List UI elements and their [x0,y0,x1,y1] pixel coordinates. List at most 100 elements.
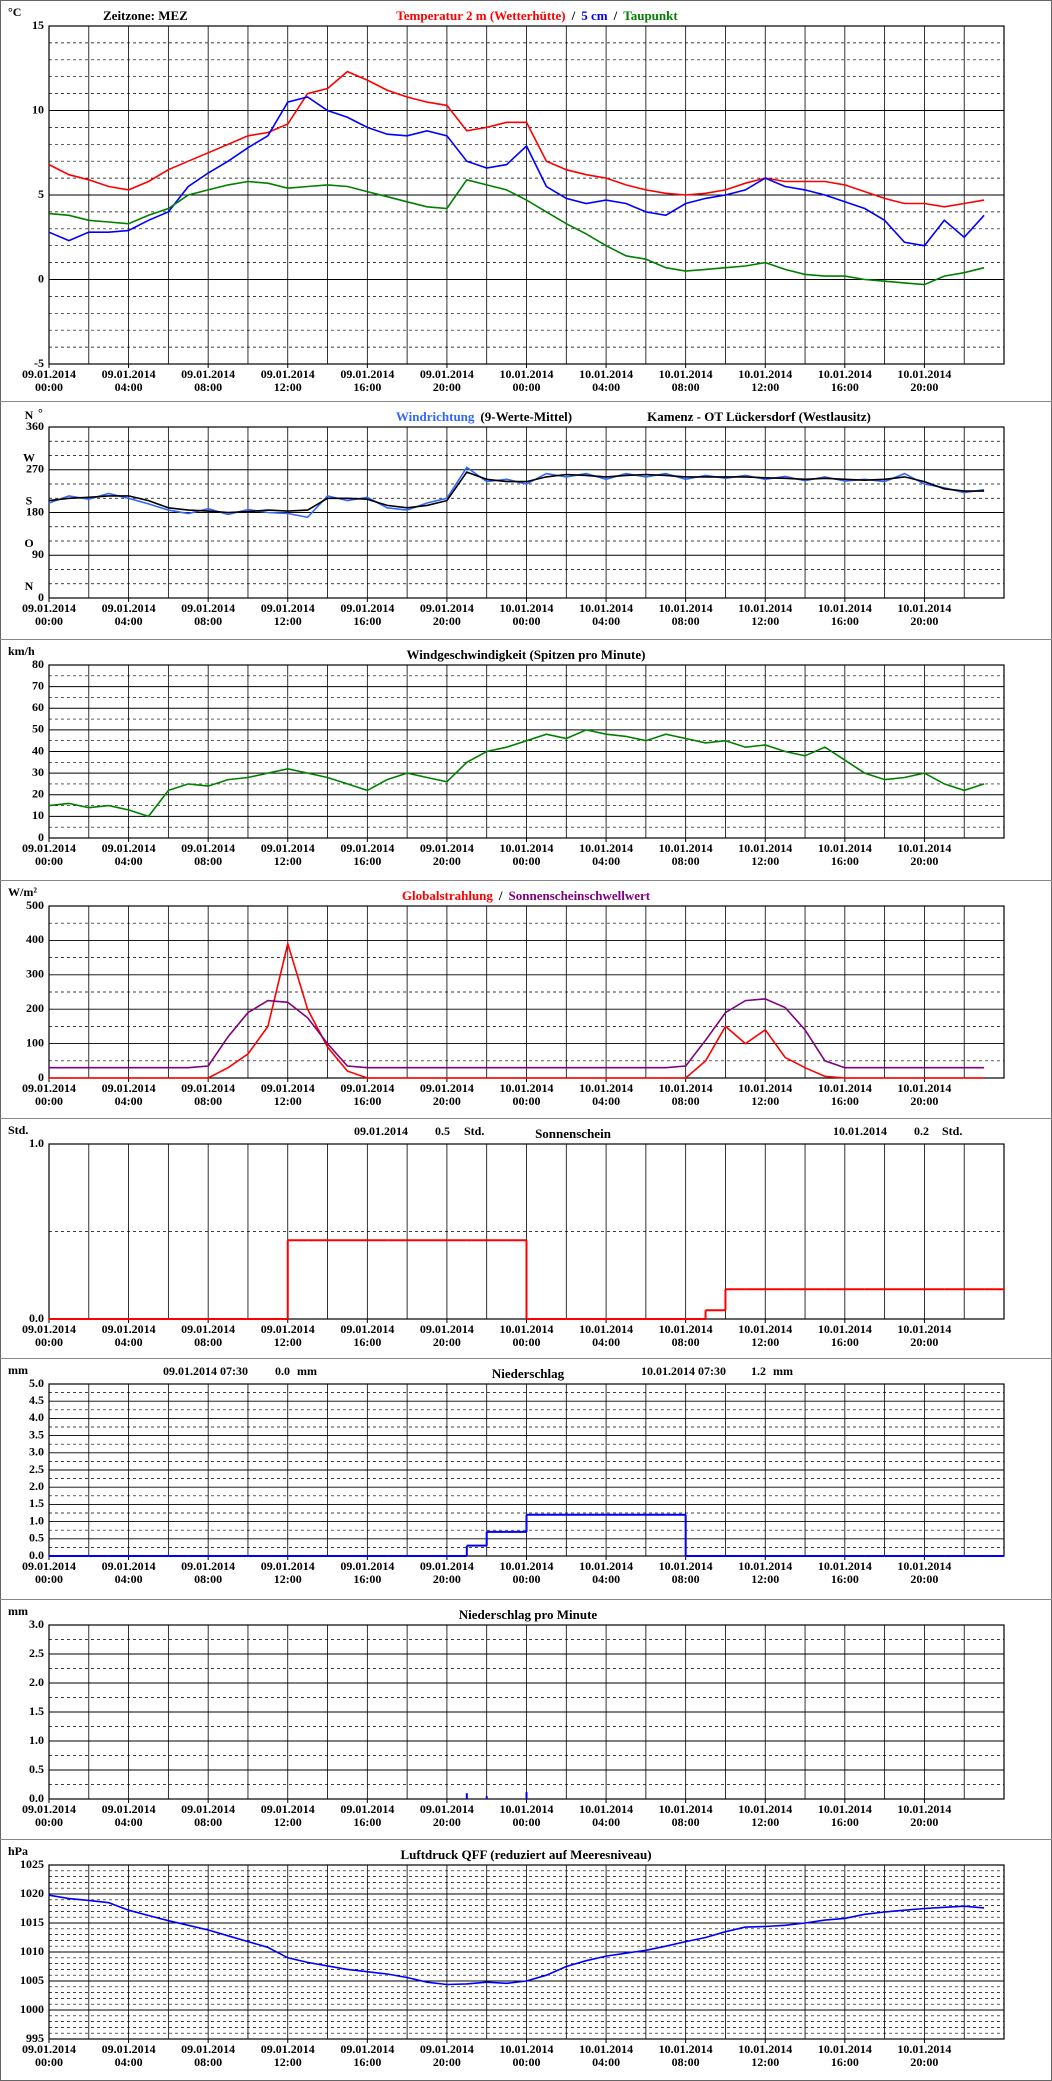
x-tick-date: 10.01.2014 [897,601,951,615]
x-tick-date: 10.01.2014 [500,1802,554,1816]
series-line [48,1894,985,1986]
y-tick-label: 0 [38,1070,44,1084]
x-tick-date: 09.01.2014 [181,1559,235,1573]
x-tick-date: 10.01.2014 [579,367,633,381]
daily-total-value: 1.2 [751,1364,766,1378]
x-tick-time: 16:00 [353,854,381,868]
bar [525,1792,528,1799]
x-tick-date: 10.01.2014 [579,601,633,615]
y-tick-label: 0.0 [29,1791,44,1805]
series-line [48,96,985,247]
x-tick-time: 12:00 [751,2055,779,2069]
y-tick-label: 5 [38,187,44,201]
x-tick-time: 20:00 [433,1572,461,1586]
x-tick-time: 12:00 [751,614,779,628]
daily-total-date: 09.01.2014 [354,1124,408,1138]
x-tick-date: 10.01.2014 [659,1322,713,1336]
x-tick-time: 00:00 [35,380,63,394]
x-tick-date: 09.01.2014 [181,601,235,615]
x-tick-time: 00:00 [35,1335,63,1349]
series-line [49,940,985,1079]
x-tick-date: 09.01.2014 [181,367,235,381]
x-tick-time: 16:00 [353,1094,381,1108]
x-tick-date: 09.01.2014 [420,841,474,855]
compass-label: S [26,493,33,507]
x-tick-time: 12:00 [751,1335,779,1349]
x-tick-date: 09.01.2014 [420,1802,474,1816]
y-tick-label: 500 [26,898,44,912]
y-tick-label: 5.0 [29,1376,44,1390]
compass-label: W [23,451,35,465]
plot-frame [48,1864,1005,2040]
x-tick-date: 09.01.2014 [22,1559,76,1573]
y-tick-label: 2.5 [29,1462,44,1476]
x-tick-date: 10.01.2014 [738,601,792,615]
x-tick-date: 10.01.2014 [738,841,792,855]
x-tick-date: 09.01.2014 [340,841,394,855]
x-tick-date: 10.01.2014 [500,601,554,615]
x-tick-date: 09.01.2014 [420,1559,474,1573]
x-tick-time: 00:00 [513,1572,541,1586]
y-tick-label: 0.5 [29,1531,44,1545]
y-tick-label: 4.0 [29,1410,44,1424]
x-tick-time: 20:00 [910,1094,938,1108]
x-tick-date: 10.01.2014 [818,601,872,615]
x-tick-date: 10.01.2014 [500,367,554,381]
x-tick-date: 10.01.2014 [659,1802,713,1816]
x-tick-time: 20:00 [433,1335,461,1349]
daily-total-value: 0.0 [275,1364,290,1378]
x-tick-time: 08:00 [672,1572,700,1586]
x-tick-time: 12:00 [751,854,779,868]
x-tick-time: 20:00 [433,854,461,868]
x-tick-date: 09.01.2014 [340,367,394,381]
y-tick-label: 0 [38,830,44,844]
x-tick-time: 08:00 [194,614,222,628]
x-tick-time: 04:00 [115,1815,143,1829]
annotation: Zeitzone: MEZ [103,8,188,23]
y-tick-label: 40 [32,743,44,757]
x-tick-time: 16:00 [353,1335,381,1349]
chart-title: Sonnenschein [535,1126,612,1141]
y-axis-unit: ° [38,406,43,420]
y-tick-label: 90 [32,547,44,561]
y-tick-label: 4.5 [29,1393,44,1407]
x-tick-time: 12:00 [274,614,302,628]
x-tick-time: 16:00 [353,380,381,394]
x-tick-time: 16:00 [353,614,381,628]
x-tick-date: 09.01.2014 [22,1322,76,1336]
x-tick-date: 09.01.2014 [102,1559,156,1573]
y-axis-unit: °C [8,5,21,19]
x-tick-time: 00:00 [513,1815,541,1829]
x-tick-date: 10.01.2014 [579,1322,633,1336]
plot-frame [48,25,1005,365]
x-tick-date: 09.01.2014 [181,1081,235,1095]
x-tick-date: 09.01.2014 [340,1802,394,1816]
daily-total-date: 10.01.2014 [833,1124,887,1138]
y-tick-label: 1.0 [29,1733,44,1747]
y-tick-label: 100 [26,1035,44,1049]
x-tick-time: 00:00 [35,2055,63,2069]
x-tick-time: 12:00 [751,1572,779,1586]
x-tick-time: 16:00 [831,380,859,394]
x-tick-date: 10.01.2014 [818,1322,872,1336]
x-tick-date: 10.01.2014 [897,1322,951,1336]
y-tick-label: 20 [32,787,44,801]
x-tick-time: 04:00 [592,614,620,628]
x-tick-date: 09.01.2014 [22,601,76,615]
legend-entry: 5 cm [581,8,608,23]
plot-frame [48,664,1005,839]
series-line [49,998,985,1069]
legend-title: Temperatur 2 m (Wetterhütte) / 5 cm / Taupun… [396,8,678,23]
compass-label: N [25,408,34,422]
y-tick-label: 2.0 [29,1675,44,1689]
x-tick-date: 09.01.2014 [102,1802,156,1816]
x-tick-time: 08:00 [194,1094,222,1108]
x-tick-time: 08:00 [672,1094,700,1108]
x-tick-date: 09.01.2014 [340,601,394,615]
x-tick-time: 08:00 [672,614,700,628]
series-line [48,178,985,286]
x-tick-date: 09.01.2014 [102,367,156,381]
y-tick-label: 1020 [20,1886,44,1900]
y-tick-label: 300 [26,967,44,981]
x-tick-date: 09.01.2014 [420,1322,474,1336]
